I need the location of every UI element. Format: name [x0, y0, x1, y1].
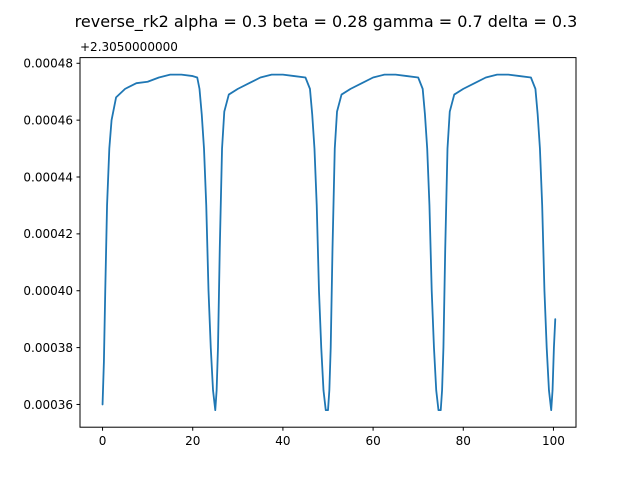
x-tick-label: 0 [99, 434, 107, 448]
x-tick-label: 100 [542, 434, 565, 448]
x-tick-label: 80 [456, 434, 471, 448]
x-tick-label: 60 [365, 434, 380, 448]
y-tick-label: 0.00042 [23, 227, 73, 241]
x-tick-label: 20 [185, 434, 200, 448]
y-tick-label: 0.00040 [23, 284, 73, 298]
y-tick-label: 0.00038 [23, 341, 73, 355]
y-tick-label: 0.00046 [23, 113, 73, 127]
plot-area [101, 73, 557, 412]
y-offset-label: +2.3050000000 [80, 40, 178, 54]
x-axis: 0 20 40 60 80 100 [99, 427, 565, 448]
chart-title: reverse_rk2 alpha = 0.3 beta = 0.28 gamm… [75, 12, 578, 32]
y-tick-label: 0.00044 [23, 170, 73, 184]
series-line [101, 73, 557, 412]
x-tick-label: 40 [275, 434, 290, 448]
y-tick-label: 0.00048 [23, 57, 73, 71]
axes-frame [79, 57, 577, 428]
y-tick-label: 0.00036 [23, 398, 73, 412]
y-axis: 0.00036 0.00038 0.00040 0.00042 0.00044 0.000… [23, 57, 80, 412]
